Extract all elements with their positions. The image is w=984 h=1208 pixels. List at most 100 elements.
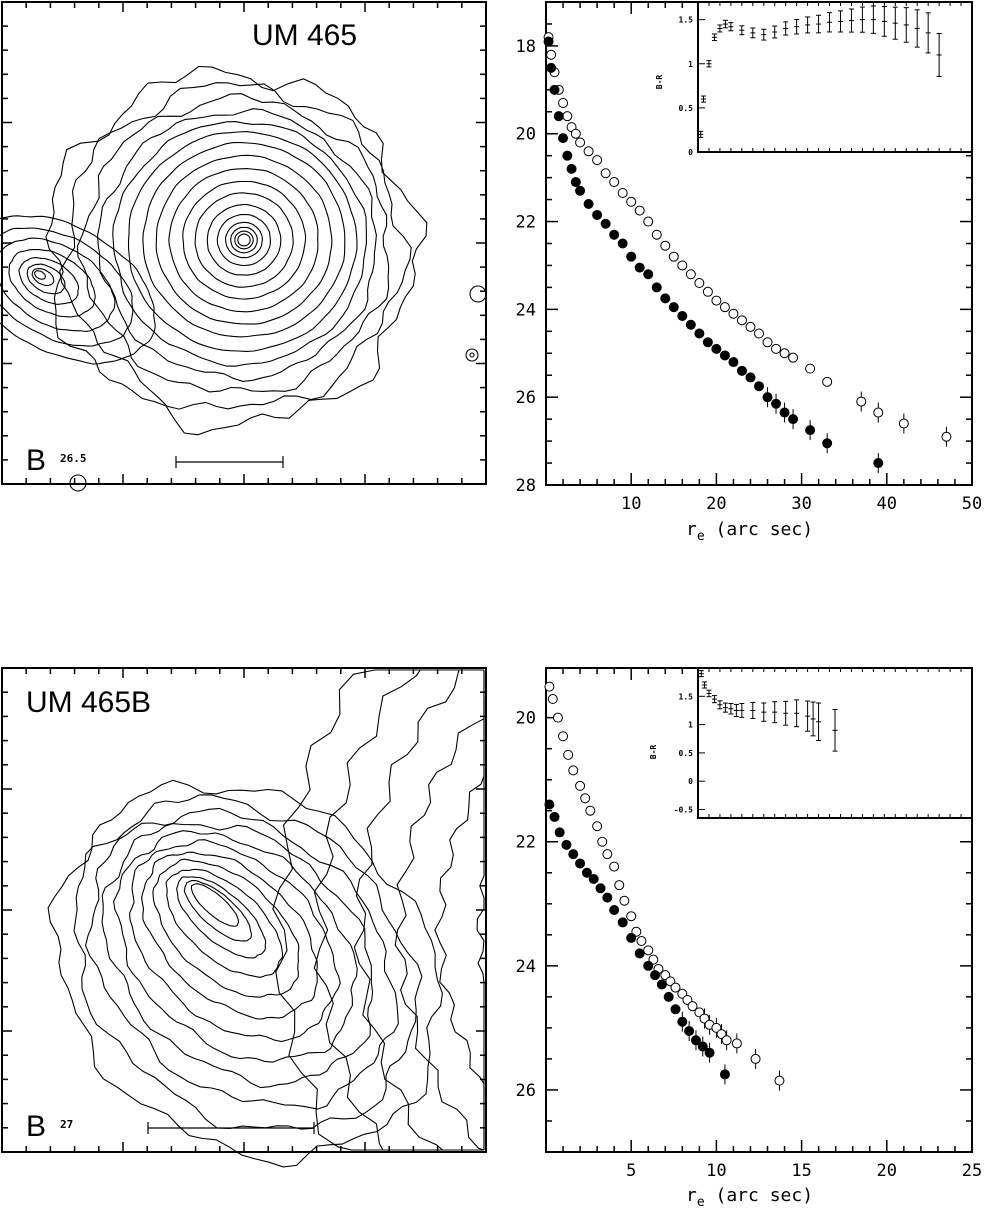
open-point — [609, 861, 620, 872]
contour-lines — [0, 65, 487, 492]
contour-ticks — [2, 2, 486, 484]
filled-point — [762, 392, 773, 403]
filled-point — [602, 892, 613, 903]
contour-line — [313, 669, 484, 1151]
filled-point — [663, 991, 674, 1002]
filled-point — [873, 458, 884, 469]
filled-point — [609, 905, 620, 915]
open-point — [636, 936, 647, 947]
contour-line — [127, 131, 358, 352]
open-point — [575, 780, 586, 791]
x-label-main: r — [686, 1185, 697, 1206]
y-tick-label: 22 — [516, 213, 536, 233]
contour-line — [182, 180, 307, 300]
contour-line — [113, 830, 358, 1063]
filled-point — [562, 150, 573, 161]
x-tick-label: 50 — [962, 494, 982, 514]
filled-point — [670, 1004, 681, 1015]
open-point — [754, 328, 764, 339]
open-point — [898, 418, 909, 429]
filled-point — [561, 839, 572, 850]
open-point — [822, 376, 833, 387]
contour-line — [469, 285, 487, 303]
filled-point — [588, 873, 599, 884]
open-point — [762, 337, 773, 348]
filled-point — [656, 979, 667, 990]
filled-point — [711, 343, 722, 354]
contour-line — [183, 879, 252, 942]
open-point — [614, 880, 625, 891]
open-point — [774, 1075, 785, 1086]
filled-point — [544, 799, 555, 810]
x-label-sub: e — [697, 529, 705, 544]
contour-line — [8, 248, 96, 318]
open-point — [731, 1038, 742, 1049]
contour-panel-um465b: UM 465B B 27 — [1, 667, 487, 1168]
open-point — [544, 681, 555, 692]
band-level: 27 — [60, 1118, 73, 1131]
open-series — [543, 32, 952, 447]
filled-point — [702, 337, 713, 348]
filled-point — [719, 1069, 730, 1080]
filled-point — [575, 858, 586, 869]
inset-y-tick-label: 1 — [688, 721, 693, 730]
profile-panel-um465b: 5 10 15 20 25 20 22 24 26 -0.5 0 0.5 1 1.5 B-R re (a… — [516, 667, 982, 1208]
open-point — [702, 286, 713, 297]
filled-point — [771, 398, 782, 409]
open-point — [547, 694, 558, 705]
x-label-sub: e — [697, 1195, 705, 1208]
inset-tick-labels: -0.5 0 0.5 1 1.5 — [674, 692, 693, 814]
filled-point — [634, 948, 645, 959]
inset-y-tick-label: 0.5 — [679, 749, 694, 758]
open-point — [668, 251, 679, 262]
open-point — [711, 295, 722, 306]
filled-point — [668, 302, 679, 313]
contour-line — [0, 215, 156, 365]
contour-panel-um465: UM 465 B 26.5 — [0, 1, 487, 492]
contour-line — [85, 807, 399, 1110]
contour-line — [190, 883, 239, 927]
x-label-rest: (arc sec) — [705, 1185, 813, 1206]
filled-point — [554, 827, 565, 838]
filled-point — [617, 917, 628, 928]
inset-y-tick-label: 0 — [688, 777, 693, 786]
filled-point — [546, 62, 557, 73]
contour-line — [194, 192, 294, 288]
y-tick-label: 24 — [516, 300, 536, 320]
open-point — [651, 229, 662, 240]
open-point — [660, 240, 671, 251]
contour-line — [97, 108, 377, 382]
open-point — [941, 431, 952, 442]
band-level: 26.5 — [60, 452, 87, 465]
open-point — [670, 982, 681, 993]
x-tick-label: 30 — [791, 494, 811, 514]
filled-point — [570, 177, 581, 188]
inset-tick-labels: 0 0.5 1 1.5 — [679, 16, 694, 157]
y-tick-label: 22 — [516, 833, 536, 853]
y-tick-label: 28 — [516, 476, 536, 496]
open-point — [568, 765, 579, 776]
contour-line — [353, 669, 484, 1151]
open-point — [600, 168, 611, 179]
contour-line — [206, 203, 282, 276]
open-point — [619, 895, 630, 906]
open-point — [597, 836, 608, 847]
open-point — [546, 49, 557, 60]
object-title: UM 465B — [26, 686, 151, 719]
open-point — [558, 97, 569, 108]
inset-y-tick-label: 0.5 — [679, 104, 694, 113]
inset-y-tick-label: 0 — [688, 148, 693, 157]
open-point — [719, 302, 730, 313]
contour-line — [0, 227, 134, 347]
inset-frame — [697, 667, 973, 819]
x-tick-label: 15 — [791, 1161, 811, 1181]
filled-point — [697, 1041, 708, 1052]
x-tick-label: 20 — [706, 494, 726, 514]
open-point — [750, 1053, 761, 1064]
filled-point — [728, 357, 739, 368]
filled-point — [549, 84, 560, 95]
open-point — [558, 731, 569, 742]
filled-point — [643, 269, 654, 280]
contour-line — [129, 839, 341, 1043]
